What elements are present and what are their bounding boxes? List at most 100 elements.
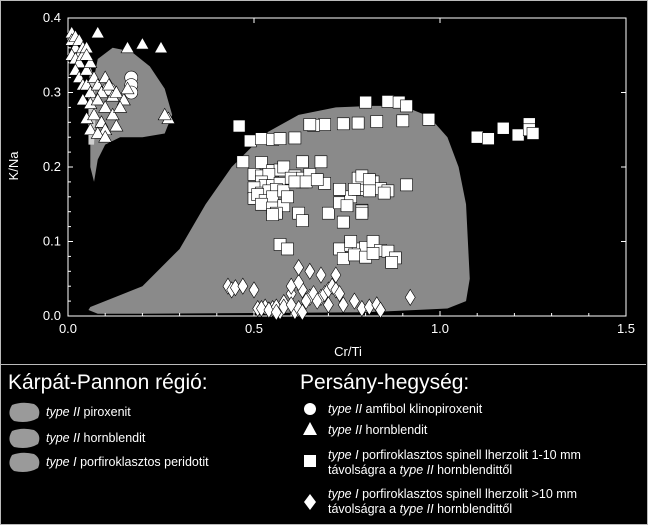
point-diamond — [337, 296, 349, 314]
point-square — [273, 132, 287, 145]
legend: Kárpát-Pannon régió: Persány-hegység: ty… — [0, 364, 646, 524]
legend-right-title: Persány-hegység: — [300, 371, 470, 394]
point-square — [400, 178, 413, 192]
point-triangle — [90, 126, 105, 139]
point-triangle — [87, 107, 102, 121]
point-diamond — [315, 266, 327, 284]
legend-item-amfibol: type II amfibol klinopiroxenit — [328, 402, 483, 416]
legend-left-title: Kárpát-Pannon régió: — [8, 371, 208, 394]
marks-layer — [64, 25, 540, 321]
point-triangle — [98, 130, 113, 143]
axes: 0.0 0.5 1.0 1.5 0.0 0.1 0.2 0.3 0.4 — [43, 10, 635, 336]
point-diamond — [330, 266, 342, 284]
point-square — [288, 131, 302, 145]
legend-item-lherzolit-near: type I porfiroklasztos spinell lherzolit… — [328, 448, 581, 477]
point-square — [400, 99, 413, 113]
triangle-marker-icon — [303, 422, 317, 435]
point-square — [482, 132, 495, 145]
point-square — [296, 214, 309, 227]
point-square — [336, 117, 350, 131]
point-square — [336, 215, 350, 229]
legend-item-hornblendit: type II hornblendit — [46, 431, 146, 445]
point-square — [232, 119, 246, 133]
point-triangle — [101, 77, 116, 91]
x-axis-label: Cr/Ti — [334, 344, 362, 359]
point-diamond — [256, 299, 267, 318]
point-diamond — [237, 277, 249, 295]
point-triangle — [90, 25, 105, 39]
point-triangle — [157, 107, 172, 121]
point-square — [266, 190, 279, 204]
point-triangle — [153, 40, 169, 54]
point-triangle — [79, 63, 94, 76]
legend-item-hornblendit-persany: type II hornblendit — [328, 423, 428, 437]
scatter-chart: 0.0 0.5 1.0 1.5 0.0 0.1 0.2 0.3 0.4 Cr/Ti K/Na — [6, 10, 635, 359]
point-square — [310, 173, 324, 186]
point-square — [296, 155, 309, 169]
point-diamond — [300, 292, 312, 310]
point-triangle — [109, 85, 124, 98]
y-tick-label: 0.1 — [43, 234, 61, 249]
point-square — [281, 242, 294, 256]
point-triangle — [98, 100, 113, 113]
point-square — [355, 206, 369, 220]
blob-hornblendit-icon — [9, 428, 40, 448]
point-diamond — [404, 288, 416, 306]
point-diamond — [270, 303, 282, 321]
point-diamond — [311, 292, 323, 310]
field-0 — [90, 47, 173, 182]
point-triangle — [105, 107, 120, 121]
point-triangle — [120, 40, 135, 54]
point-square — [344, 235, 358, 248]
point-square — [336, 252, 350, 265]
y-tick-label: 0.3 — [43, 85, 61, 100]
point-square — [314, 155, 328, 169]
point-triangle — [120, 81, 135, 95]
point-square — [288, 175, 302, 189]
point-square — [277, 160, 291, 174]
point-square — [363, 173, 376, 186]
point-triangle — [75, 92, 90, 106]
point-square — [385, 256, 398, 269]
point-diamond — [323, 296, 334, 314]
point-square — [363, 184, 376, 198]
blob-peridotit-icon — [9, 452, 40, 472]
legend-item-piroxenit: type II piroxenit — [46, 405, 131, 419]
point-square — [381, 95, 395, 108]
point-square — [299, 175, 313, 189]
point-square — [470, 130, 484, 144]
y-axis-label: K/Na — [6, 151, 21, 181]
point-square — [255, 132, 268, 145]
point-square — [318, 118, 331, 131]
point-square — [340, 199, 354, 213]
point-square — [255, 156, 268, 169]
point-triangle — [109, 118, 124, 132]
diamond-marker-icon — [304, 494, 316, 510]
point-square — [236, 155, 250, 169]
square-marker-icon — [304, 455, 316, 467]
y-tick-label: 0.0 — [43, 308, 61, 323]
point-square — [348, 183, 361, 196]
point-diamond — [293, 259, 304, 277]
point-square — [303, 118, 317, 131]
legend-item-peridotit: type I porfiroklasztos peridotit — [46, 455, 209, 469]
point-square — [496, 121, 510, 135]
point-square — [370, 115, 384, 128]
point-diamond — [334, 285, 345, 303]
point-triangle — [83, 122, 98, 136]
x-tick-label: 0.0 — [59, 321, 77, 336]
point-square — [526, 127, 540, 140]
point-square — [422, 113, 436, 126]
point-square — [333, 183, 346, 196]
point-square — [243, 134, 257, 148]
y-tick-label: 0.4 — [43, 10, 61, 25]
point-square — [366, 247, 380, 260]
legend-item-lherzolit-far: type I porfiroklasztos spinell lherzolit… — [328, 487, 578, 516]
point-square — [348, 248, 361, 262]
point-diamond — [285, 296, 297, 314]
point-diamond — [375, 301, 386, 319]
point-square — [322, 206, 335, 220]
point-square — [266, 208, 279, 221]
blob-piroxenit-icon — [9, 402, 40, 422]
point-square — [511, 128, 525, 142]
